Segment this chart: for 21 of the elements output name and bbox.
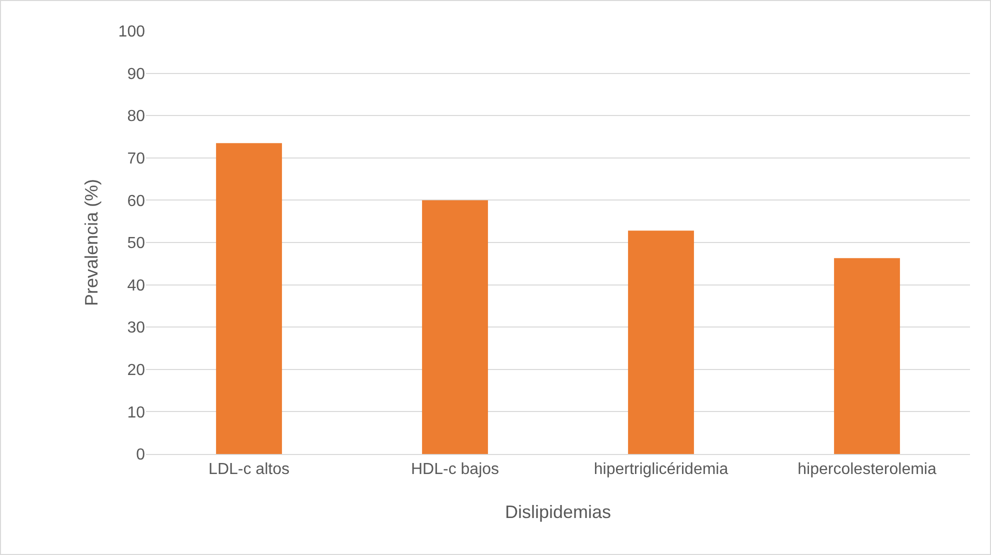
bar [216,143,282,454]
x-tick-label: LDL-c altos [208,461,290,478]
y-tick-label: 10 [127,404,146,422]
y-tick-label: 50 [127,235,146,252]
x-tick-label: HDL-c bajos [410,461,500,478]
x-tick-label: hipercolesterolemia [798,461,936,478]
bar [628,230,694,454]
y-tick-label: 40 [127,277,146,294]
y-tick-label: 80 [127,108,146,126]
y-tick-label: 100 [118,24,146,41]
y-axis-title: Prevalencia (%) [81,178,102,306]
x-tick-label: hipertriglicéridemia [594,461,728,478]
x-axis-title: Dislipidemias [504,502,612,522]
y-tick-label: 30 [127,320,146,337]
y-tick-label: 60 [127,192,146,210]
y-tick-label: 70 [127,150,146,168]
y-tick-label: 0 [136,446,146,464]
y-tick-label: 90 [127,66,146,83]
bar [834,258,900,454]
bar [422,200,488,454]
y-tick-label: 20 [127,362,146,379]
